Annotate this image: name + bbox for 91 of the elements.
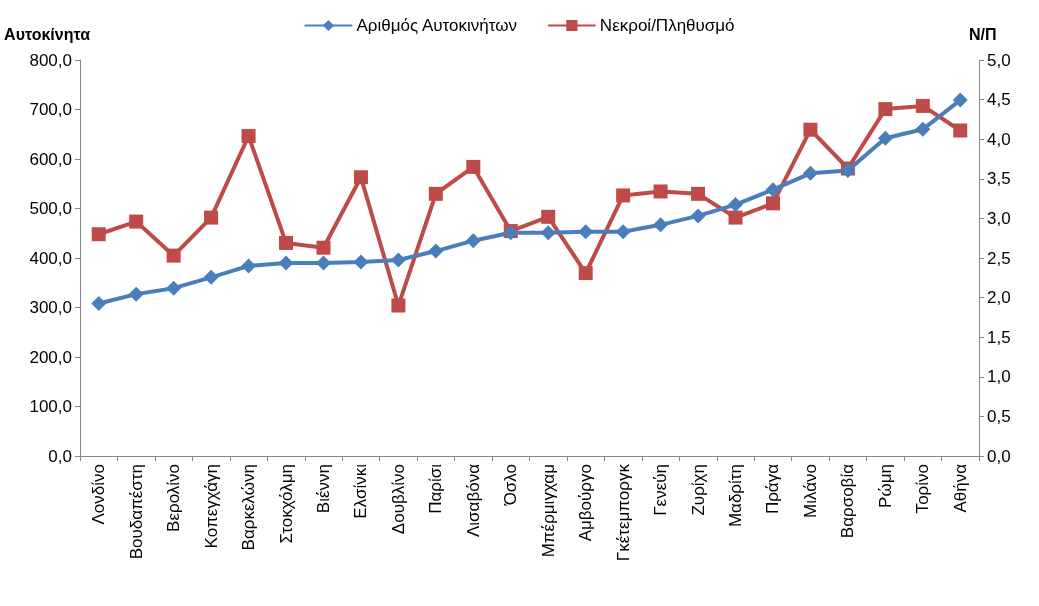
y2-tick-label: 3,5 [987, 169, 1011, 189]
point [952, 92, 968, 108]
y-tick-label: 800,0 [29, 50, 72, 70]
point [578, 266, 593, 281]
x-tick-label: Γενεύη [651, 464, 671, 516]
point [915, 98, 930, 113]
point [391, 298, 406, 313]
point [465, 233, 481, 249]
y2-tick-label: 4,5 [987, 90, 1011, 110]
x-tick-label: Λονδίνο [89, 464, 109, 525]
point [466, 159, 481, 174]
point [953, 123, 968, 138]
x-tick-label: Όσλο [501, 464, 521, 507]
y2-tick-label: 1,5 [987, 327, 1011, 347]
y2-tick-label: 2,0 [987, 288, 1011, 308]
x-tick-label: Βερολίνο [164, 464, 184, 532]
y-tick-label: 500,0 [29, 199, 72, 218]
x-tick-label: Βουδαπέστη [126, 464, 146, 560]
x-tick-label: Λισαβόνα [463, 463, 483, 538]
y2-tick-label: 3,0 [987, 208, 1011, 228]
point [578, 224, 594, 240]
x-tick-label: Μπέρμιγχαμ [538, 464, 558, 558]
point [878, 102, 893, 117]
point [278, 255, 294, 271]
x-tick-label: Αμβούργο [576, 464, 596, 542]
x-tick-label: Βιέννη [313, 464, 333, 514]
x-tick-label: Ελσίνκι [351, 463, 371, 519]
point [653, 217, 669, 233]
point [540, 225, 556, 241]
y-tick-label: 400,0 [29, 248, 72, 268]
x-tick-label: Πράγα [763, 463, 783, 515]
point [241, 129, 256, 144]
x-tick-label: Τορίνο [913, 464, 933, 514]
point [166, 248, 181, 263]
y2-tick-label: 1,0 [987, 367, 1011, 387]
y-tick-label: 600,0 [29, 149, 72, 169]
x-tick-label: Μαδρίτη [726, 464, 746, 528]
y-axis-title: Αυτοκίνητα [4, 25, 91, 43]
point [279, 235, 294, 250]
x-tick-label: Μιλάνο [800, 464, 820, 518]
y-tick-label: 200,0 [29, 347, 72, 367]
legend-label: Νεκροί/Πληθυσμό [599, 16, 735, 35]
point [803, 122, 818, 137]
point [615, 224, 631, 240]
y-tick-label: 300,0 [29, 298, 72, 317]
x-tick-label: Αθήνα [950, 463, 970, 513]
point [690, 208, 706, 224]
point [390, 252, 406, 268]
y2-tick-label: 2,5 [987, 248, 1011, 268]
x-tick-label: Δουβλίνο [388, 464, 408, 535]
x-tick-label: Στοκχόλμη [276, 464, 296, 544]
point [765, 182, 781, 198]
y-tick-label: 700,0 [29, 100, 72, 119]
x-tick-label: Βαρσοβία [838, 463, 858, 539]
x-tick-label: Παρίσι [426, 463, 446, 514]
x-tick-label: Γκέτεμποργκ [613, 463, 633, 562]
y-tick-label: 0,0 [48, 446, 72, 466]
point [91, 296, 107, 312]
point [728, 197, 744, 213]
point [765, 196, 780, 211]
point [616, 188, 631, 203]
y2-tick-label: 5,0 [987, 50, 1011, 70]
point [802, 165, 818, 181]
point [129, 214, 144, 229]
y2-tick-label: 0,5 [987, 406, 1011, 426]
point [91, 227, 106, 242]
point [203, 269, 219, 285]
x-tick-label: Κοπεγχάγη [201, 464, 221, 549]
x-tick-label: Ζυρίχη [688, 464, 708, 516]
y-tick-label: 100,0 [29, 397, 72, 416]
point [353, 170, 368, 185]
point [877, 130, 893, 146]
point [691, 186, 706, 201]
point [728, 210, 743, 225]
point [653, 184, 668, 199]
x-tick-label: Βαρκελώνη [239, 464, 259, 551]
point [204, 210, 219, 225]
x-tick-label: Ρώμη [875, 464, 895, 508]
point [166, 280, 182, 296]
point [428, 243, 444, 259]
y2-tick-label: 4,0 [987, 129, 1011, 149]
point [428, 186, 443, 201]
point [241, 258, 257, 274]
point [541, 209, 556, 224]
y2-tick-label: 0,0 [987, 446, 1011, 466]
point [353, 254, 369, 270]
point [316, 240, 331, 255]
point [915, 121, 931, 137]
y2-axis-title: Ν/Π [969, 25, 997, 43]
point [128, 286, 144, 302]
legend-label: Αριθμός Αυτοκινήτων [356, 16, 517, 35]
